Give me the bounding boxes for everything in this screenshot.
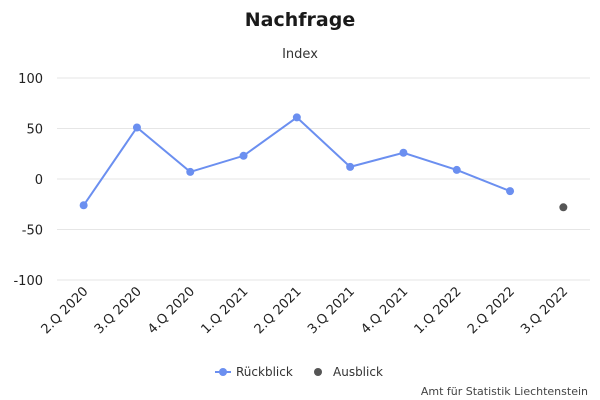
x-tick-label: 1.Q 2022 [412,284,465,337]
y-tick-label: 50 [26,123,43,138]
y-axis: 100 50 0 -50 -100 [13,72,43,289]
x-tick-label: 3.Q 2020 [92,284,145,337]
y-tick-label: -50 [22,224,43,239]
data-point[interactable] [292,113,301,122]
chart-credit: Amt für Statistik Liechtenstein [421,385,588,398]
data-point[interactable] [79,201,88,210]
data-point[interactable] [399,148,408,157]
data-point[interactable] [186,167,195,176]
data-point[interactable] [132,123,141,132]
data-point[interactable] [559,203,568,212]
data-point[interactable] [452,165,461,174]
series-1 [559,203,568,212]
series-0 [79,113,515,210]
y-tick-label: -100 [13,274,43,289]
chart-title: Nachfrage [245,9,355,31]
series-layer [79,113,568,212]
data-point[interactable] [239,151,248,160]
x-tick-label: 2.Q 2022 [465,284,518,337]
x-tick-label: 3.Q 2021 [305,284,358,337]
legend-item-rueckblick[interactable]: Rückblick [215,365,293,379]
legend-label: Rückblick [236,365,293,379]
data-point[interactable] [506,187,515,196]
chart-subtitle: Index [282,47,318,62]
x-tick-label: 1.Q 2021 [198,284,251,337]
legend-label: Ausblick [333,365,383,379]
legend-item-ausblick[interactable]: Ausblick [314,365,383,379]
legend: Rückblick Ausblick [215,365,383,379]
x-tick-label: 4.Q 2021 [358,284,411,337]
y-tick-label: 0 [35,173,43,188]
x-tick-label: 2.Q 2021 [252,284,305,337]
data-point[interactable] [346,162,355,171]
x-tick-label: 3.Q 2022 [518,284,571,337]
x-tick-label: 4.Q 2020 [145,284,198,337]
legend-marker-icon [314,368,322,376]
legend-marker-icon [219,368,227,376]
y-tick-label: 100 [18,72,43,87]
x-axis: 2.Q 2020 3.Q 2020 4.Q 2020 1.Q 2021 2.Q 2021… [39,284,572,337]
series-line [82,116,511,206]
grid-lines [57,77,590,281]
x-tick-label: 2.Q 2020 [39,284,92,337]
